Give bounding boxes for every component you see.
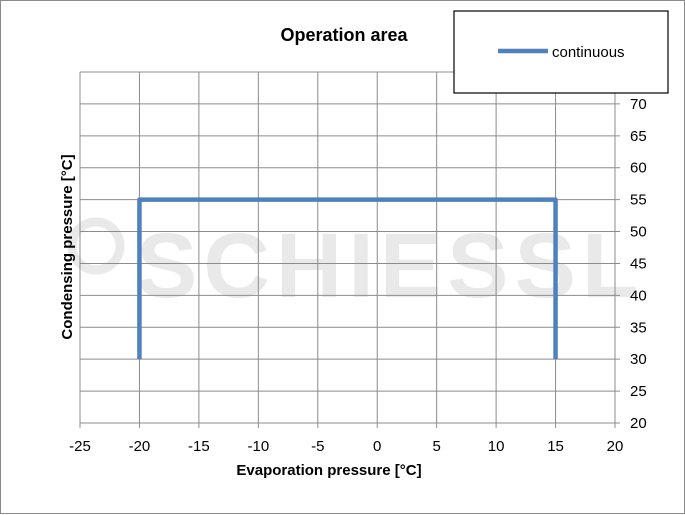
x-tick-label: -20 bbox=[129, 438, 151, 455]
x-tick-label: 20 bbox=[607, 438, 624, 455]
x-tick-label: 0 bbox=[373, 438, 381, 455]
x-tick-label: -5 bbox=[311, 438, 324, 455]
y-tick-label: 55 bbox=[630, 192, 647, 209]
x-tick-label: -15 bbox=[188, 438, 210, 455]
y-tick-label: 40 bbox=[630, 287, 647, 304]
y-tick-label: 70 bbox=[630, 96, 647, 113]
x-tick-label: 15 bbox=[547, 438, 564, 455]
x-tick-label: -25 bbox=[69, 438, 91, 455]
y-tick-label: 25 bbox=[630, 383, 647, 400]
y-tick-label: 35 bbox=[630, 319, 647, 336]
x-axis-title: Evaporation pressure [°C] bbox=[236, 462, 421, 479]
watermark-text: SCHIESSL bbox=[136, 215, 644, 317]
legend-label-continuous: continuous bbox=[552, 44, 625, 61]
watermark-logo: SCHIESSL bbox=[72, 215, 644, 317]
y-tick-label: 65 bbox=[630, 128, 647, 145]
x-tick-labels: -25 -20 -15 -10 -5 0 5 10 15 20 bbox=[69, 438, 623, 455]
legend: continuous bbox=[454, 11, 668, 93]
watermark-seal-icon bbox=[72, 222, 120, 270]
y-tick-labels: 20 25 30 35 40 45 50 55 60 65 70 bbox=[630, 96, 647, 432]
y-tick-label: 20 bbox=[630, 415, 647, 432]
x-tick-label: -10 bbox=[247, 438, 269, 455]
x-tick-label: 5 bbox=[432, 438, 440, 455]
chart-title: Operation area bbox=[280, 25, 408, 45]
y-axis-title: Condensing pressure [°C] bbox=[59, 154, 76, 339]
y-tick-label: 45 bbox=[630, 255, 647, 272]
y-tick-label: 50 bbox=[630, 224, 647, 241]
x-tick-label: 10 bbox=[488, 438, 505, 455]
y-tick-label: 30 bbox=[630, 351, 647, 368]
y-tick-label: 60 bbox=[630, 160, 647, 177]
